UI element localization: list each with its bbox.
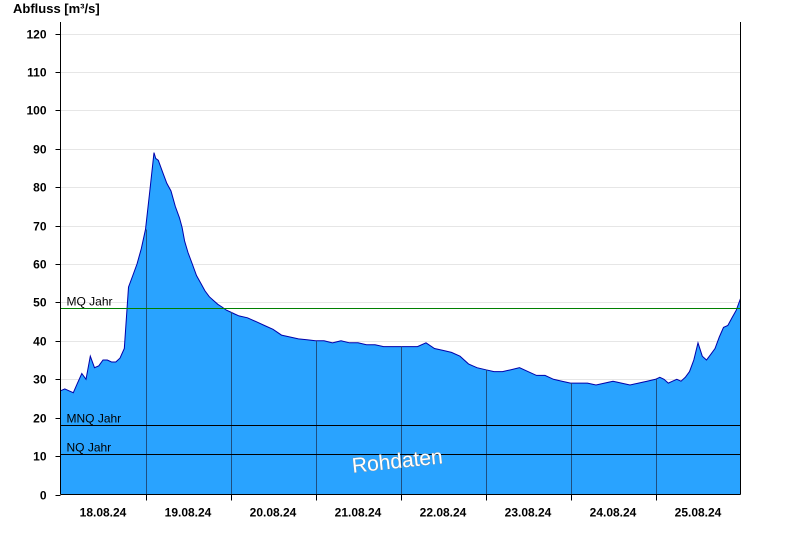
y-tick-label: 110	[27, 66, 47, 80]
x-tick-label: 19.08.24	[165, 506, 212, 520]
reference-lines: MQ Jahr MNQ Jahr NQ Jahr	[60, 295, 741, 455]
discharge-area-series	[60, 152, 741, 495]
discharge-area	[60, 152, 741, 495]
y-tick-label: 70	[33, 220, 47, 234]
y-tick-label: 50	[33, 296, 47, 310]
x-tick-label: 22.08.24	[420, 506, 467, 520]
x-tick-label: 21.08.24	[335, 506, 382, 520]
y-tick-label: 90	[33, 143, 47, 157]
x-tick-label: 24.08.24	[590, 506, 637, 520]
x-tick-label: 18.08.24	[80, 506, 127, 520]
y-tick-label: 0	[40, 489, 47, 503]
x-tick-label: 20.08.24	[250, 506, 297, 520]
y-tick-label: 30	[33, 373, 47, 387]
axes: 0 10 20 30 40 50 60 70 80 90 100 110 120 18.08.24 19.0…	[26, 22, 741, 520]
y-tick-label: 60	[33, 258, 47, 272]
day-separator-lines	[146, 229, 657, 495]
y-axis-label: Abfluss [m³/s]	[13, 1, 100, 16]
y-tick-label: 10	[33, 450, 47, 464]
y-tick-label: 100	[26, 104, 46, 118]
reference-line-label: NQ Jahr	[67, 441, 112, 455]
discharge-line	[60, 152, 741, 394]
y-tick-label: 80	[33, 181, 47, 195]
y-tick-label: 120	[26, 28, 46, 42]
y-tick-label: 40	[33, 335, 47, 349]
reference-line-label: MNQ Jahr	[67, 412, 122, 426]
y-tick-label: 20	[33, 412, 47, 426]
reference-line-label: MQ Jahr	[67, 295, 113, 309]
x-tick-label: 25.08.24	[675, 506, 722, 520]
x-tick-label: 23.08.24	[505, 506, 552, 520]
